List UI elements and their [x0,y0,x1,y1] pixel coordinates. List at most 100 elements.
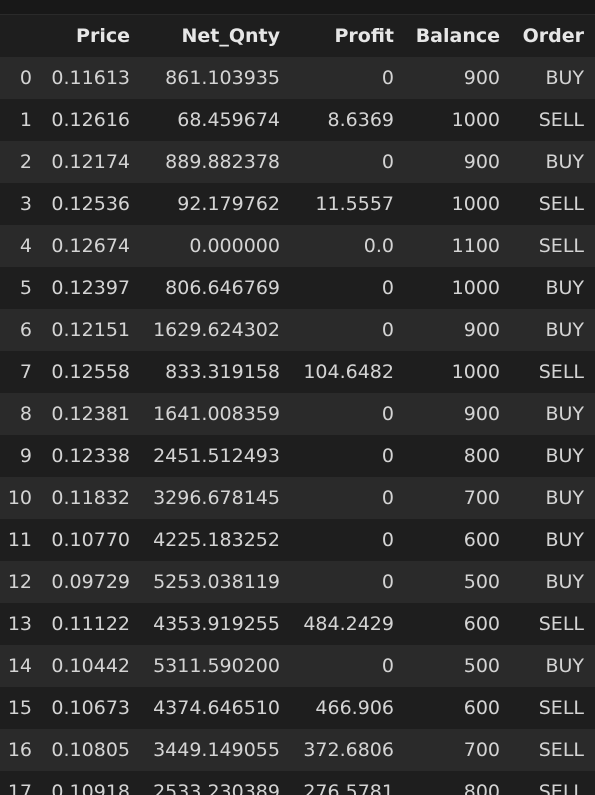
order-cell: BUY [545,487,584,509]
order-cell: SELL [538,697,584,719]
net-qnty-cell: 1641.008359 [153,403,280,425]
balance-cell: 900 [463,151,500,173]
order-cell: BUY [545,67,584,89]
row-index: 17 [7,781,32,795]
price-cell: 0.09729 [51,571,130,593]
profit-cell: 0 [381,403,394,425]
order-cell: SELL [538,613,584,635]
profit-cell: 104.6482 [303,361,394,383]
balance-cell: 900 [463,319,500,341]
cell-top-border [0,0,595,15]
order-cell: BUY [545,151,584,173]
table-row: 11 0.10770 4225.183252 0 600 BUY [0,519,595,561]
profit-cell: 0 [381,487,394,509]
price-cell: 0.12381 [51,403,130,425]
table-row: 4 0.12674 0.000000 0.0 1100 SELL [0,225,595,267]
profit-cell: 11.5557 [315,193,394,215]
order-cell: BUY [545,277,584,299]
balance-cell: 900 [463,403,500,425]
balance-cell: 600 [463,697,500,719]
row-index: 5 [19,277,32,299]
net-qnty-cell: 4374.646510 [153,697,280,719]
table-row: 13 0.11122 4353.919255 484.2429 600 SELL [0,603,595,645]
row-index: 9 [19,445,32,467]
balance-cell: 1000 [451,193,500,215]
net-qnty-cell: 92.179762 [177,193,280,215]
order-cell: SELL [538,781,584,795]
net-qnty-cell: 806.646769 [165,277,280,299]
table-row: 6 0.12151 1629.624302 0 900 BUY [0,309,595,351]
net-qnty-cell: 0.000000 [189,235,280,257]
header-row: Price Net_Qnty Profit Balance Order [0,15,595,57]
table-row: 14 0.10442 5311.590200 0 500 BUY [0,645,595,687]
table-row: 0 0.11613 861.103935 0 900 BUY [0,57,595,99]
row-index: 11 [7,529,32,551]
index-header [0,15,38,57]
row-index: 15 [7,697,32,719]
price-cell: 0.12536 [51,193,130,215]
price-header: Price [38,15,141,57]
order-cell: BUY [545,571,584,593]
order-cell: SELL [538,361,584,383]
price-cell: 0.12174 [51,151,130,173]
order-cell: SELL [538,235,584,257]
net-qnty-cell: 5253.038119 [153,571,280,593]
price-cell: 0.10918 [51,781,130,795]
balance-cell: 700 [463,487,500,509]
profit-cell: 0 [381,529,394,551]
profit-cell: 0 [381,571,394,593]
order-cell: SELL [538,193,584,215]
order-header: Order [511,15,595,57]
table-row: 2 0.12174 889.882378 0 900 BUY [0,141,595,183]
price-cell: 0.10805 [51,739,130,761]
profit-cell: 466.906 [315,697,394,719]
balance-cell: 500 [463,655,500,677]
net-qnty-cell: 3296.678145 [153,487,280,509]
row-index: 13 [7,613,32,635]
balance-cell: 1000 [451,277,500,299]
price-cell: 0.10442 [51,655,130,677]
row-index: 1 [19,109,32,131]
table-body: 0 0.11613 861.103935 0 900 BUY 1 0.12616 68.4596… [0,57,595,795]
profit-cell: 372.6806 [303,739,394,761]
balance-cell: 1100 [451,235,500,257]
profit-cell: 0 [381,277,394,299]
order-cell: SELL [538,109,584,131]
profit-cell: 0 [381,655,394,677]
table-row: 10 0.11832 3296.678145 0 700 BUY [0,477,595,519]
table-row: 3 0.12536 92.179762 11.5557 1000 SELL [0,183,595,225]
row-index: 6 [19,319,32,341]
price-cell: 0.12558 [51,361,130,383]
row-index: 4 [19,235,32,257]
table-row: 9 0.12338 2451.512493 0 800 BUY [0,435,595,477]
net-qnty-header: Net_Qnty [141,15,291,57]
order-cell: BUY [545,445,584,467]
balance-cell: 500 [463,571,500,593]
dataframe-table: Price Net_Qnty Profit Balance Order 0 0.11613… [0,15,595,795]
profit-cell: 0 [381,151,394,173]
order-cell: BUY [545,319,584,341]
balance-cell: 700 [463,739,500,761]
table-row: 7 0.12558 833.319158 104.6482 1000 SELL [0,351,595,393]
balance-cell: 1000 [451,109,500,131]
table-row: 5 0.12397 806.646769 0 1000 BUY [0,267,595,309]
net-qnty-cell: 1629.624302 [153,319,280,341]
price-cell: 0.12338 [51,445,130,467]
balance-cell: 600 [463,613,500,635]
price-cell: 0.12616 [51,109,130,131]
price-cell: 0.12151 [51,319,130,341]
table-row: 1 0.12616 68.459674 8.6369 1000 SELL [0,99,595,141]
profit-header: Profit [291,15,405,57]
row-index: 0 [19,67,32,89]
balance-cell: 600 [463,529,500,551]
net-qnty-cell: 4225.183252 [153,529,280,551]
price-cell: 0.12674 [51,235,130,257]
profit-cell: 0 [381,67,394,89]
profit-cell: 0 [381,445,394,467]
net-qnty-cell: 68.459674 [177,109,280,131]
price-cell: 0.11832 [51,487,130,509]
profit-cell: 0 [381,319,394,341]
row-index: 8 [19,403,32,425]
profit-cell: 8.6369 [327,109,394,131]
